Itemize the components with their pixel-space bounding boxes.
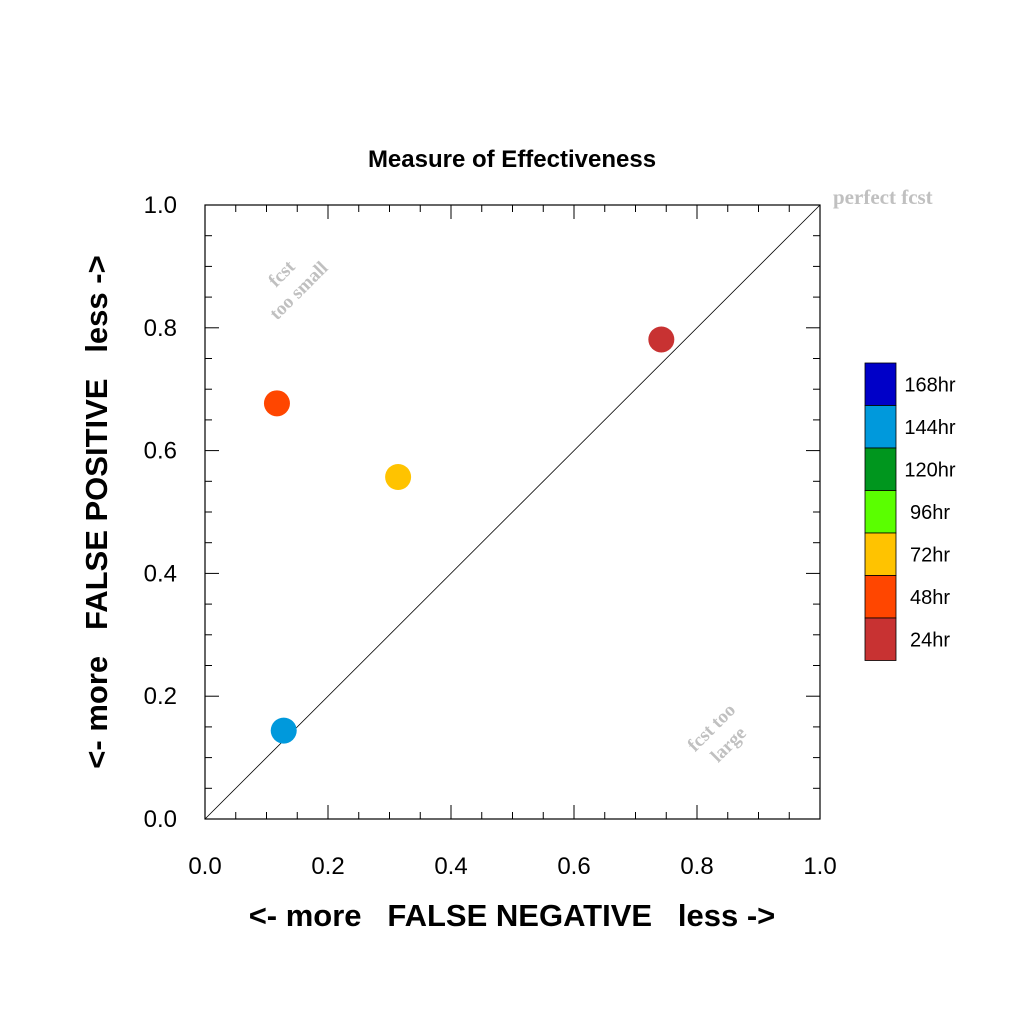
legend-label-168hr: 168hr [904,374,955,396]
y-tick-label: 1.0 [144,192,177,219]
legend-swatch-168hr [864,362,897,406]
y-tick-label: 0.4 [144,560,177,587]
legend-swatch-144hr [864,405,897,449]
legend-label-120hr: 120hr [904,459,955,481]
too-small-annotation: fcst too small [265,256,333,324]
y-tick-label: 0.2 [144,683,177,710]
y-tick-labels: 0.0 0.2 0.4 0.6 0.8 1.0 [144,192,177,833]
axis-ticks [204,204,821,820]
point-144hr [270,717,297,744]
x-tick-labels: 0.0 0.2 0.4 0.6 0.8 1.0 [188,853,836,880]
x-tick-label: 1.0 [803,853,836,880]
point-72hr [385,464,412,491]
x-tick-label: 0.0 [188,853,221,880]
chart-title: Measure of Effectiveness [368,146,656,173]
legend-swatch-72hr [864,532,897,576]
too-large-annotation: fcst too large [684,700,751,767]
y-tick-label: 0.8 [144,315,177,342]
legend-swatch-96hr [864,490,897,534]
point-48hr [263,390,290,417]
legend-label-72hr: 72hr [910,544,950,566]
x-tick-label: 0.8 [680,853,713,880]
legend-swatch-24hr [864,617,897,661]
legend-label-96hr: 96hr [910,502,950,524]
forecast-hour-legend: 168hr 144hr 120hr 96hr 72hr 48hr 24hr [864,362,956,661]
x-tick-label: 0.4 [434,853,467,880]
x-tick-label: 0.2 [311,853,344,880]
x-tick-label: 0.6 [557,853,590,880]
y-axis-label: <- more FALSE POSITIVE less -> [79,255,114,768]
perfect-forecast-annotation: perfect fcst [833,185,933,209]
legend-label-48hr: 48hr [910,587,950,609]
legend-swatch-48hr [864,575,897,619]
data-points [263,326,675,744]
legend-label-144hr: 144hr [904,417,955,439]
legend-swatch-120hr [864,447,897,491]
y-tick-label: 0.0 [144,806,177,833]
perfect-forecast-diagonal [204,204,821,820]
legend-label-24hr: 24hr [910,629,950,651]
point-24hr [648,326,675,353]
x-axis-label: <- more FALSE NEGATIVE less -> [249,898,776,933]
y-tick-label: 0.6 [144,438,177,465]
